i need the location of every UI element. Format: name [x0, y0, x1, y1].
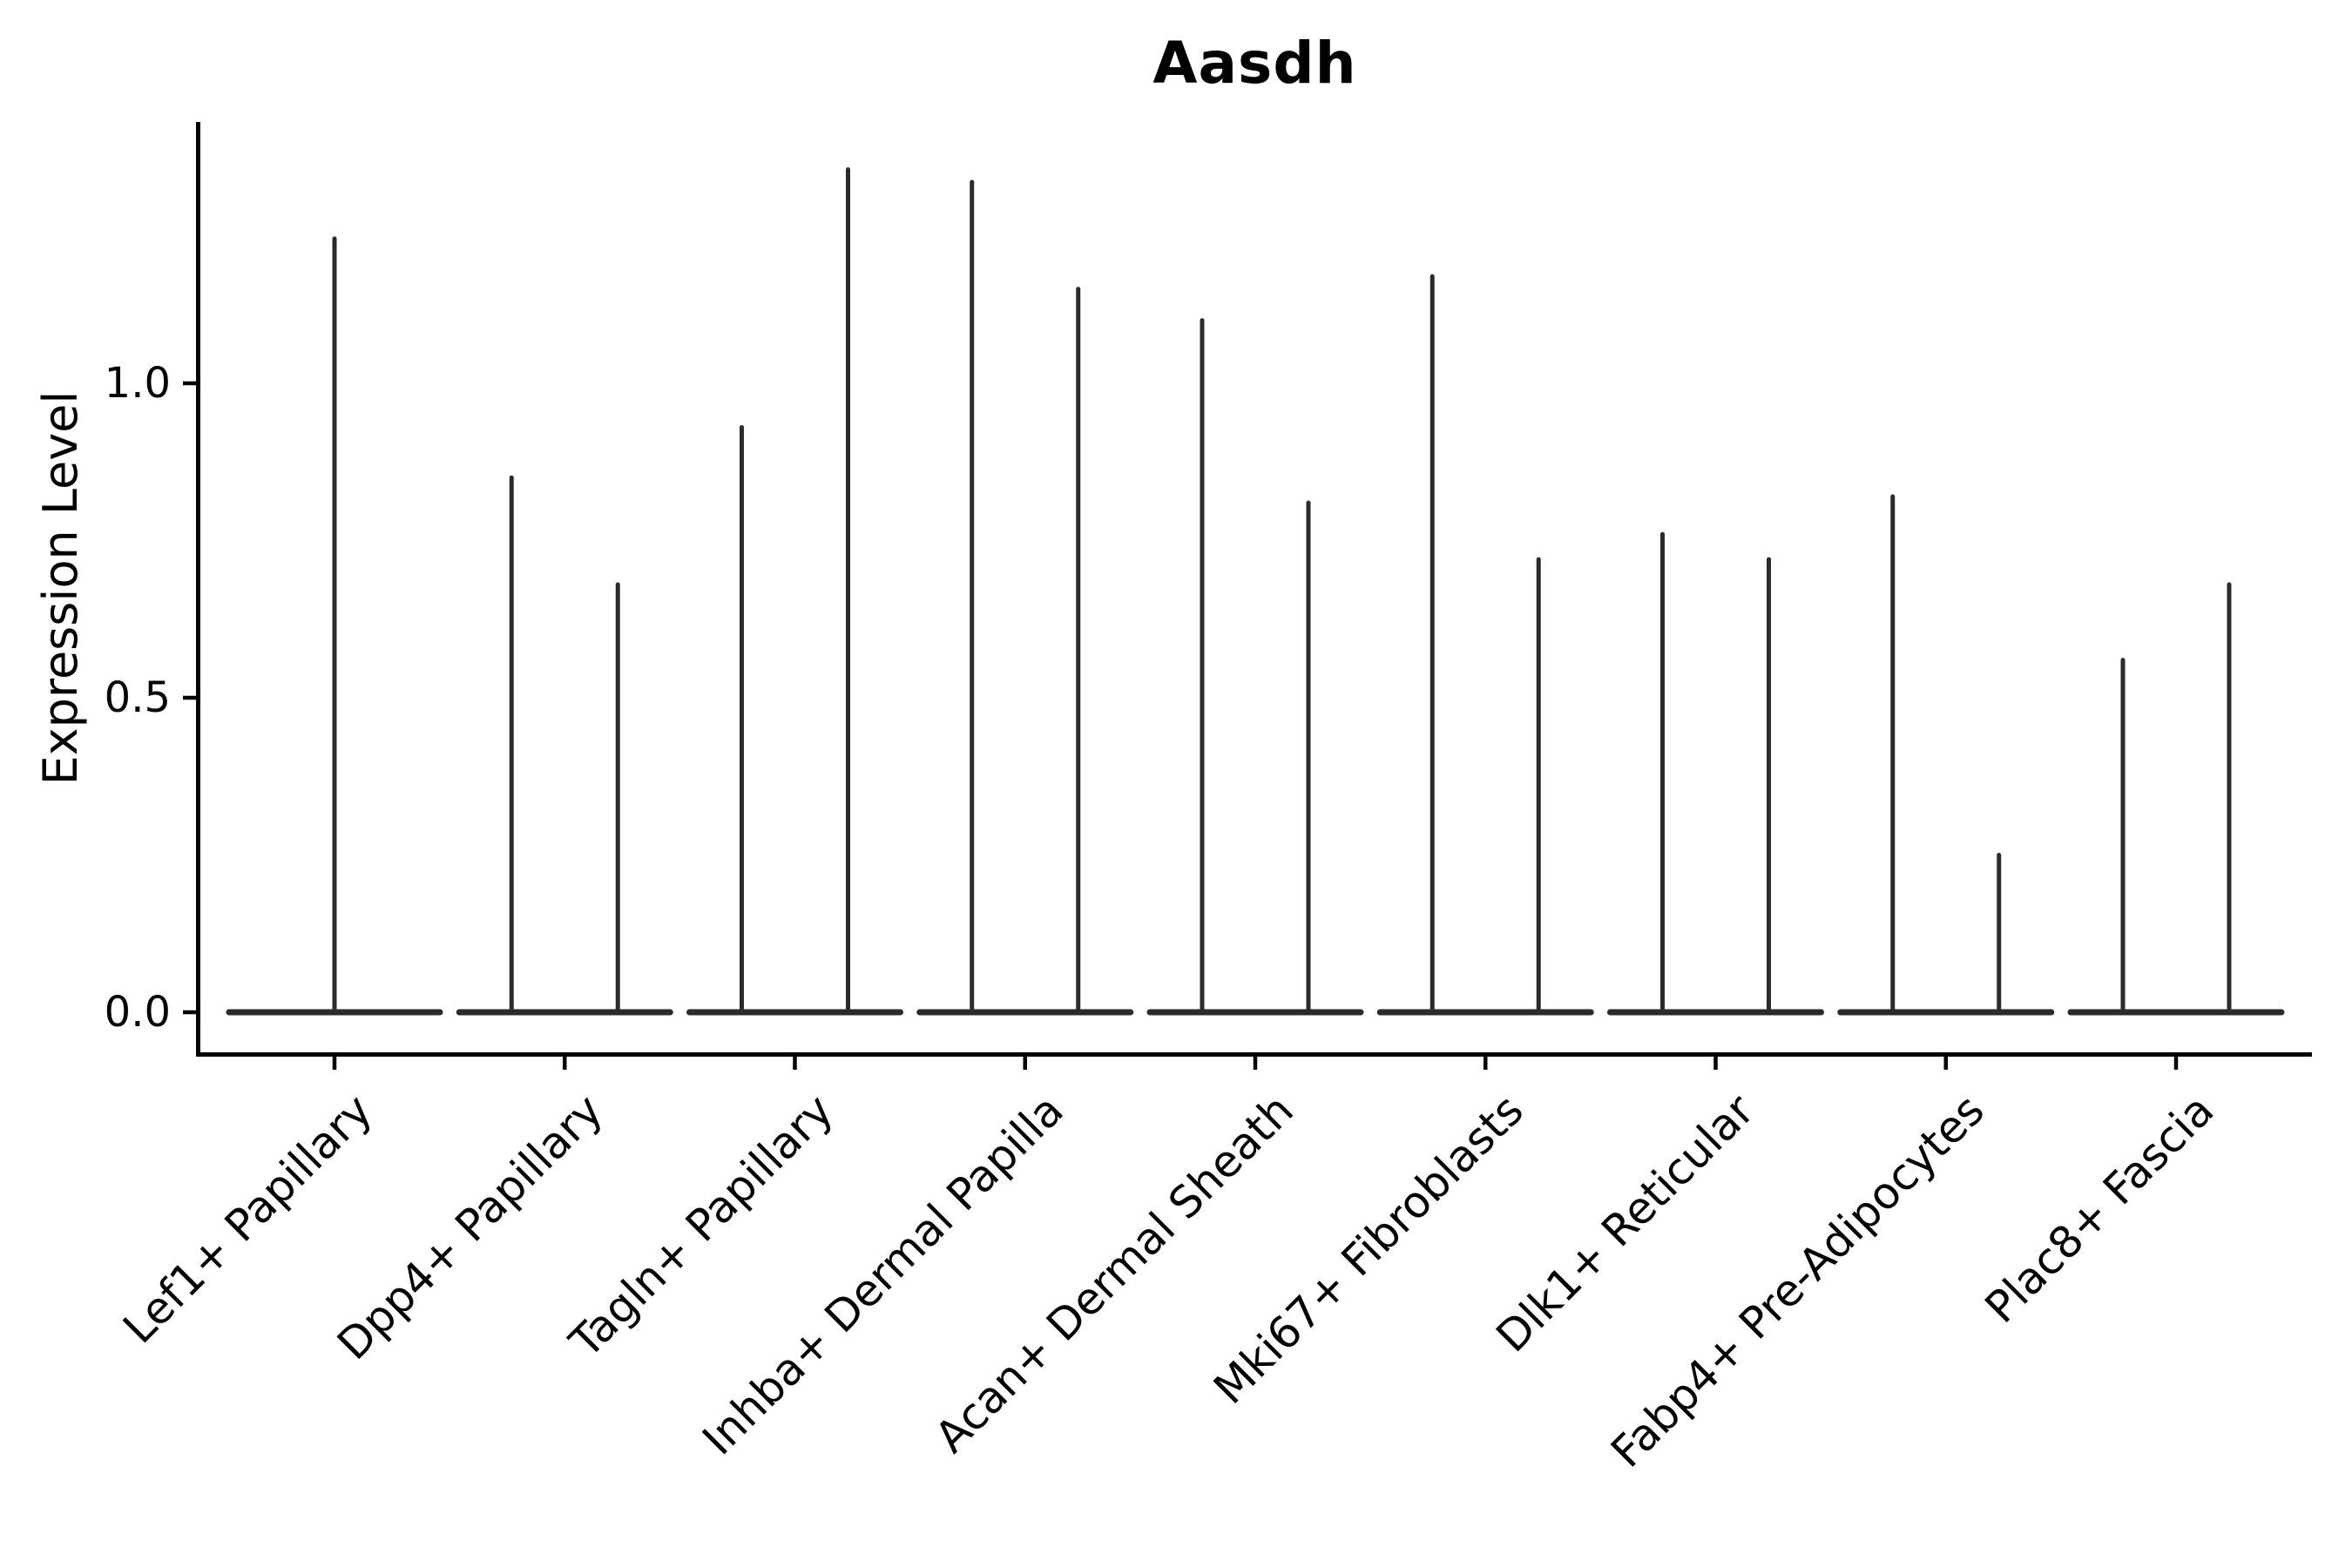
y-tick-label: 0.5 [104, 673, 171, 722]
y-tick-label: 1.0 [104, 359, 171, 408]
y-tick-label: 0.0 [104, 988, 171, 1037]
plot-title: Aasdh [1152, 30, 1357, 97]
